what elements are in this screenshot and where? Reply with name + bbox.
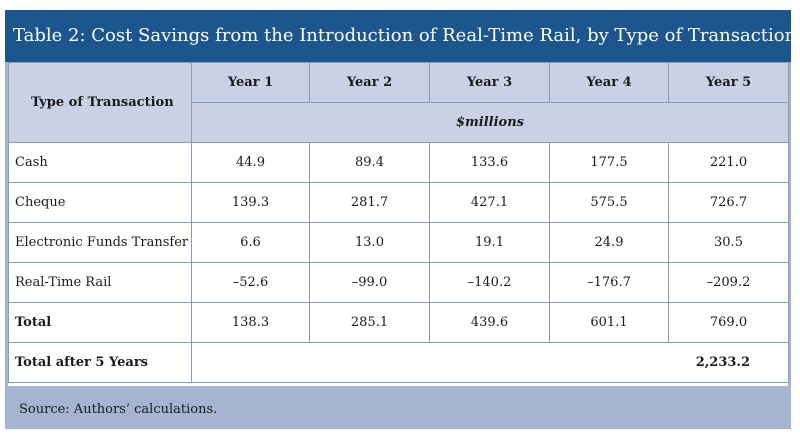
table-row: Real-Time Rail –52.6 –99.0 –140.2 –176.7… (8, 262, 789, 303)
table-cell: 133.6 (429, 142, 550, 183)
table-cell: 285.1 (309, 302, 430, 343)
table-row: Cheque 139.3 281.7 427.1 575.5 726.7 (8, 182, 789, 223)
table-row: Electronic Funds Transfer 6.6 13.0 19.1 … (8, 222, 789, 263)
table-cell: 6.6 (191, 222, 310, 263)
table-cell: 769.0 (668, 302, 789, 343)
year-5-header: Year 5 (668, 62, 789, 103)
table-frame: Table 2: Cost Savings from the Introduct… (5, 10, 796, 429)
table-cell: 13.0 (309, 222, 430, 263)
year-4-header: Year 4 (549, 62, 669, 103)
table-cell: 44.9 (191, 142, 310, 183)
year-1-header: Year 1 (191, 62, 310, 103)
table-cell: –140.2 (429, 262, 550, 303)
table-title: Table 2: Cost Savings from the Introduct… (5, 10, 796, 62)
table-cell: 427.1 (429, 182, 550, 223)
units-row: $millions (9, 102, 789, 143)
table-cell: 30.5 (668, 222, 789, 263)
table-cell: –209.2 (668, 262, 789, 303)
table-cell: 601.1 (549, 302, 669, 343)
row-label: Real-Time Rail (8, 262, 192, 303)
year-2-header: Year 2 (309, 62, 430, 103)
table-cell: 439.6 (429, 302, 550, 343)
grand-total-row: Total after 5 Years 2,233.2 (8, 342, 789, 383)
grand-total-value: 2,233.2 (191, 342, 789, 383)
source-note: Source: Authors’ calculations. (19, 402, 218, 417)
table-cell: 138.3 (191, 302, 310, 343)
table-cell: 24.9 (549, 222, 669, 263)
table-cell: 221.0 (668, 142, 789, 183)
units-label: $millions (191, 102, 789, 143)
table-cell: –99.0 (309, 262, 430, 303)
row-label: Cash (8, 142, 192, 183)
table-container: Type of Transaction Year 1 Year 2 Year 3… (8, 62, 789, 386)
header-row: Type of Transaction Year 1 Year 2 Year 3… (8, 62, 789, 143)
row-label: Total (8, 302, 192, 343)
table-cell: 726.7 (668, 182, 789, 223)
table-cell: 281.7 (309, 182, 430, 223)
table-cell: 89.4 (309, 142, 430, 183)
type-of-transaction-header: Type of Transaction (8, 62, 192, 143)
row-label: Cheque (8, 182, 192, 223)
table-row: Cash 44.9 89.4 133.6 177.5 221.0 (8, 142, 789, 183)
table-cell: –52.6 (191, 262, 310, 303)
total-row: Total 138.3 285.1 439.6 601.1 769.0 (8, 302, 789, 343)
table-cell: 177.5 (549, 142, 669, 183)
year-3-header: Year 3 (429, 62, 550, 103)
cost-savings-table: Type of Transaction Year 1 Year 2 Year 3… (8, 62, 789, 383)
table-cell: 575.5 (549, 182, 669, 223)
row-label: Electronic Funds Transfer (8, 222, 192, 263)
table-cell: –176.7 (549, 262, 669, 303)
table-cell: 139.3 (191, 182, 310, 223)
table-cell: 19.1 (429, 222, 550, 263)
grand-total-label: Total after 5 Years (8, 342, 192, 383)
